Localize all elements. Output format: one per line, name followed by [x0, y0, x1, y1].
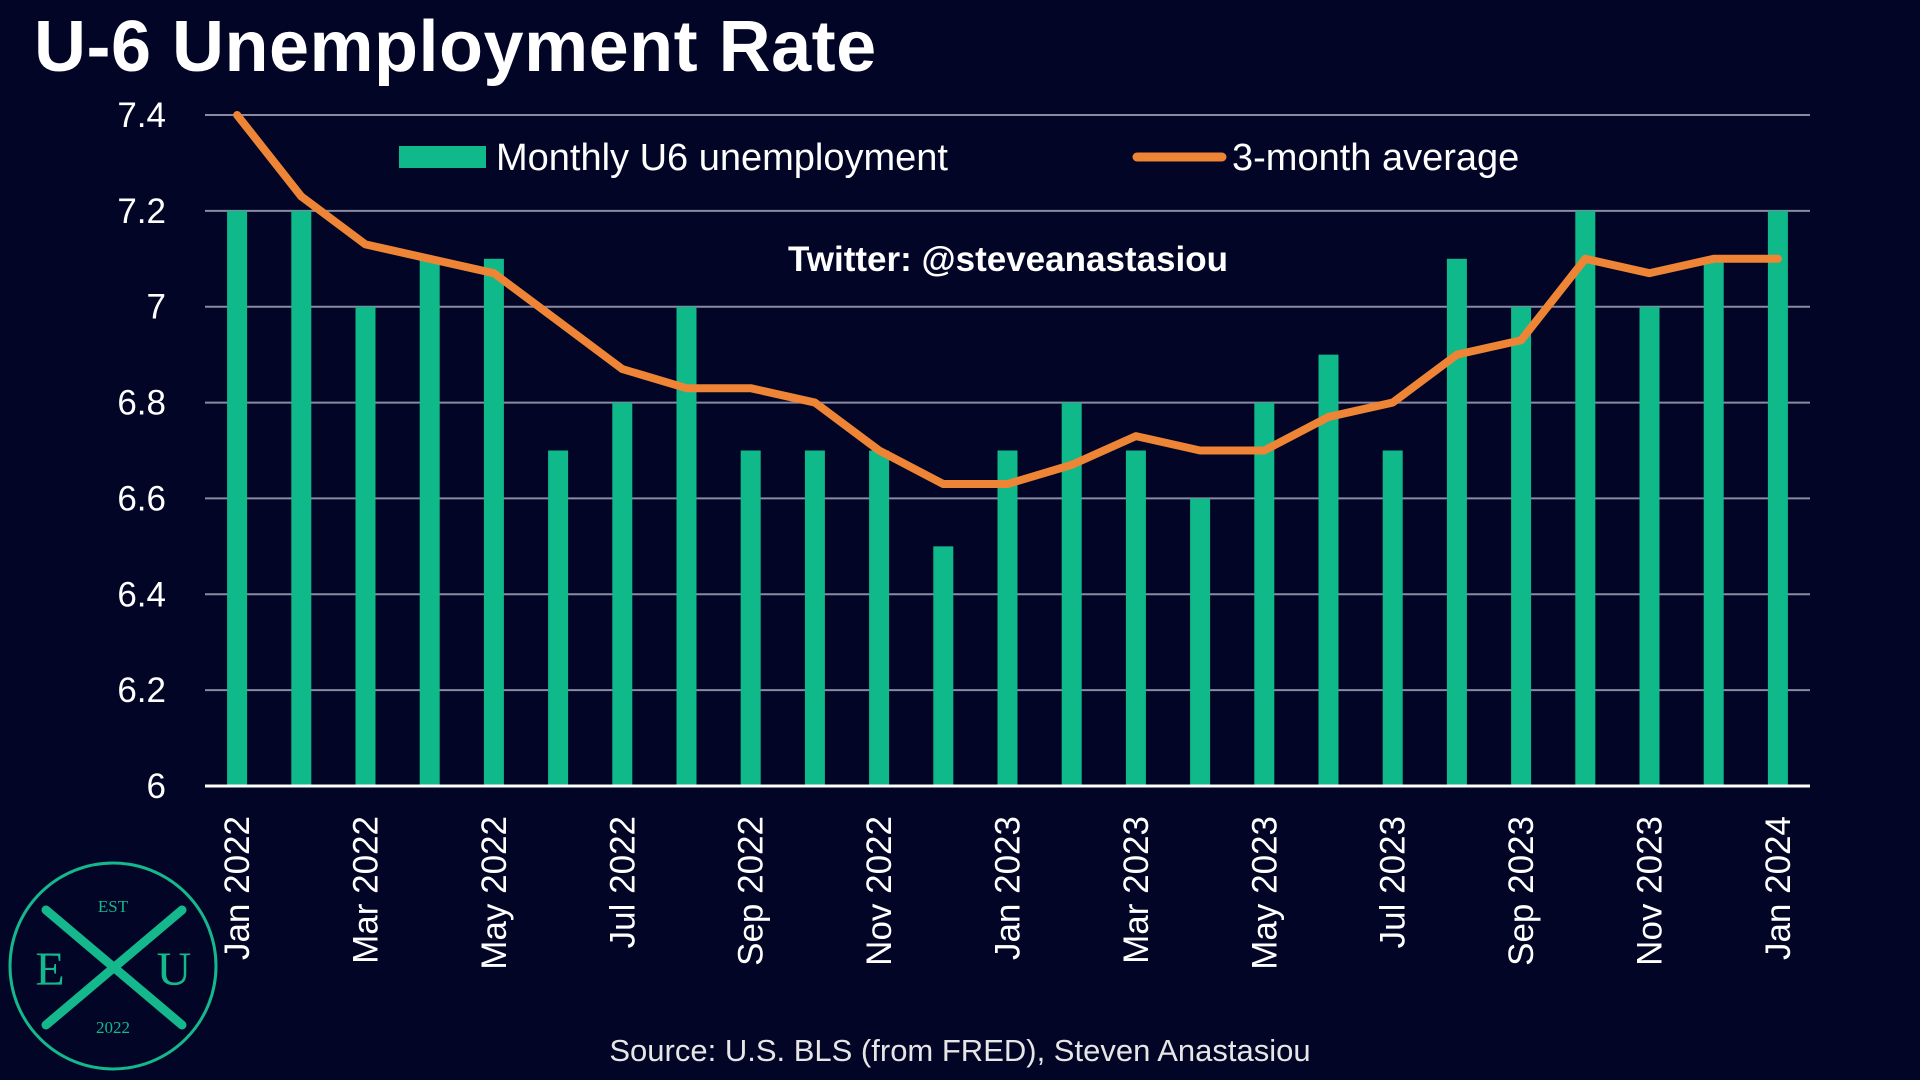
x-tick-label: Jan 2022	[218, 816, 257, 960]
bar	[933, 546, 954, 786]
line-point	[942, 483, 945, 486]
line-point	[236, 114, 239, 116]
line-point	[685, 387, 688, 390]
bar	[804, 450, 825, 786]
bar-series	[227, 210, 1788, 786]
x-tick-label: Sep 2022	[732, 816, 771, 966]
y-tick-label: 7	[147, 288, 166, 327]
source-note: Source: U.S. BLS (from FRED), Steven Ana…	[609, 1033, 1311, 1068]
y-tick-label: 6.8	[117, 384, 166, 423]
x-tick-label: Jul 2022	[603, 816, 642, 948]
bar	[1190, 498, 1211, 786]
line-point	[557, 320, 560, 323]
line-point	[1520, 339, 1523, 342]
bar	[1125, 450, 1146, 786]
svg-text:EST: EST	[98, 897, 129, 916]
average-line	[233, 111, 1782, 489]
line-point	[492, 272, 495, 275]
y-tick-label: 6.6	[117, 479, 166, 518]
line-point	[1327, 415, 1330, 418]
x-tick-label: Mar 2022	[347, 816, 386, 964]
line-point	[1134, 435, 1137, 438]
svg-text:E: E	[35, 943, 64, 996]
x-tick-label: May 2023	[1245, 816, 1284, 970]
x-tick-label: Jul 2023	[1374, 816, 1413, 948]
x-tick-label: Jan 2024	[1759, 816, 1798, 960]
bar	[869, 450, 890, 786]
x-tick-label: Nov 2022	[860, 816, 899, 966]
bar	[291, 210, 312, 786]
legend-swatch-bars	[399, 146, 486, 168]
y-tick-label: 7.4	[117, 96, 166, 135]
bar	[1639, 306, 1660, 786]
bar	[355, 306, 376, 786]
bar	[1703, 258, 1724, 786]
line-point	[621, 368, 624, 371]
line-point	[813, 401, 816, 404]
bar	[612, 402, 633, 786]
line-point	[428, 257, 431, 260]
bar	[483, 258, 504, 786]
y-tick-label: 6.2	[117, 671, 166, 710]
legend-label-bars: Monthly U6 unemployment	[496, 137, 948, 179]
bar	[1318, 354, 1339, 786]
line-point	[1584, 257, 1587, 260]
bar	[1767, 210, 1788, 786]
y-tick-label: 6.4	[117, 575, 166, 614]
x-axis-ticks: Jan 2022 Mar 2022 May 2022 Jul 2022 Sep 2022…	[218, 816, 1798, 970]
line-point	[1199, 449, 1202, 452]
line-point	[1070, 463, 1073, 466]
x-tick-label: Nov 2023	[1631, 816, 1670, 966]
bar	[419, 258, 440, 786]
line-point	[1263, 449, 1266, 452]
y-tick-label: 7.2	[117, 192, 166, 231]
bar	[227, 210, 248, 786]
bar	[740, 450, 761, 786]
line-point	[1391, 401, 1394, 404]
svg-text:2022: 2022	[96, 1018, 130, 1037]
line-point	[364, 243, 367, 246]
line-point	[1712, 257, 1715, 260]
bar	[1382, 450, 1403, 786]
bar	[1511, 306, 1532, 786]
chart-title: U-6 Unemployment Rate	[34, 7, 877, 87]
bar	[1446, 258, 1467, 786]
bar	[548, 450, 569, 786]
line-point	[300, 195, 303, 198]
svg-text:U: U	[157, 943, 192, 996]
bar	[1254, 402, 1275, 786]
bar	[1575, 210, 1596, 786]
line-series	[233, 111, 1782, 489]
line-point	[1648, 272, 1651, 275]
bar	[1061, 402, 1082, 786]
line-point	[1455, 353, 1458, 356]
x-tick-label: Sep 2023	[1502, 816, 1541, 966]
line-point	[749, 387, 752, 390]
line-point	[1776, 257, 1779, 260]
bar	[997, 450, 1018, 786]
legend: Monthly U6 unemployment 3-month average	[399, 137, 1519, 179]
line-point	[878, 449, 881, 452]
y-tick-label: 6	[147, 767, 166, 806]
y-axis-ticks: 6 6.2 6.4 6.6 6.8 7 7.2 7.4	[117, 96, 166, 806]
bar	[676, 306, 697, 786]
watermark-text: Twitter: @steveanastasiou	[788, 240, 1228, 279]
line-point	[1006, 483, 1009, 486]
x-tick-label: May 2022	[475, 816, 514, 970]
x-tick-label: Mar 2023	[1117, 816, 1156, 964]
logo: EST E U 2022	[8, 861, 218, 1071]
x-tick-label: Jan 2023	[989, 816, 1028, 960]
legend-label-line: 3-month average	[1232, 137, 1519, 179]
